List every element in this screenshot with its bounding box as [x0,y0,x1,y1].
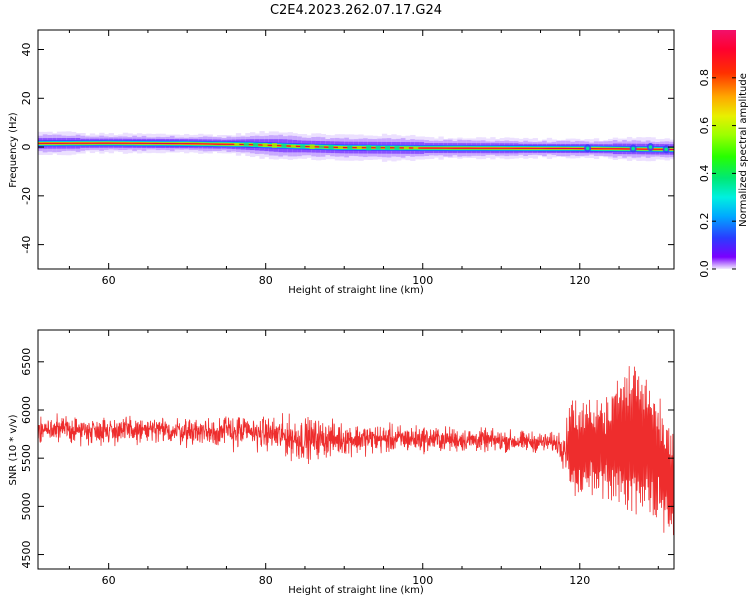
figure-title: C2E4.2023.262.07.17.G24 [270,3,442,18]
spectrogram-frame [37,29,675,270]
x-tick-label: 60 [102,574,116,587]
heatmap-speckle [664,147,668,152]
snr-series [38,366,674,536]
heatmap-blob [394,145,400,150]
y-tick-label: 5500 [20,444,33,472]
heatmap-blob [234,143,240,146]
colorbar-tick-label: 0.8 [698,69,711,87]
spectrogram-panel: 60 80 100 120 40 20 0 -20 -40 Height of straight… [8,29,679,296]
x-tick-label: 120 [569,274,590,287]
heatmap-blob [385,146,391,150]
snr-frame [37,329,675,570]
colorbar-ticks: 0.0 0.2 0.4 0.6 0.8 [698,69,736,278]
colorbar-tick-label: 0.2 [698,212,711,230]
colorbar-tick-label: 0.6 [698,117,711,135]
spectrogram-xlabel: Height of straight line (km) [288,285,424,296]
heatmap-blob [300,144,306,149]
x-tick-label: 80 [259,274,273,287]
snr-ylabel: SNR (10 * v/v) [8,414,19,485]
heatmap-band [674,144,679,155]
x-tick-label: 100 [412,574,433,587]
heatmap-speckle [648,145,653,149]
y-tick-label: 40 [20,43,33,57]
heatmap-blob [243,143,249,146]
heatmap-blob [253,143,259,147]
heatmap-blob [319,146,325,148]
heatmap-core [38,142,674,150]
heatmap-blob [356,146,362,150]
y-tick-label: -20 [20,187,33,205]
y-tick-label: 6000 [20,396,33,424]
heatmap-speckle [585,146,590,151]
y-tick-label: 5000 [20,492,33,520]
heatmap-blob [271,143,277,148]
heatmap-blob [347,145,353,150]
snr-line [38,366,674,536]
heatmap-halo [674,141,679,159]
heatmap-blob [337,146,343,149]
spectrogram-heatmap [38,30,679,269]
heatmap-blob [290,144,296,148]
snr-panel: 60 80 100 120 6500 6000 5500 5000 4500 Height of… [8,329,675,596]
spectrogram-ylabel: Frequency (Hz) [8,112,19,188]
snr-xlabel: Height of straight line (km) [288,585,424,596]
y-tick-label: 6500 [20,348,33,376]
y-tick-label: 4500 [20,541,33,569]
heatmap-blob [366,145,372,151]
heatmap-blob [328,144,334,150]
y-tick-label: 0 [20,144,33,151]
heatmap-blob [375,146,381,150]
x-tick-label: 100 [412,274,433,287]
colorbar-tick-label: 0.0 [698,260,711,278]
colorbar-label: Normalized spectral amplitude [738,73,749,227]
heatmap-blob [403,146,409,150]
heatmap-speckle [631,146,635,151]
colorbar: 0.0 0.2 0.4 0.6 0.8 Normalized spectral ampl… [698,30,749,278]
heatmap-blob [281,143,287,148]
colorbar-tick-label: 0.4 [698,165,711,183]
x-tick-label: 60 [102,274,116,287]
snr-axes: 60 80 100 120 6500 6000 5500 5000 4500 [20,330,674,587]
y-tick-label: -40 [20,236,33,254]
heatmap-blob [413,147,419,149]
spectrogram-axes: 60 80 100 120 40 20 0 -20 -40 [20,30,674,287]
colorbar-gradient [712,30,736,269]
y-tick-label: 20 [20,91,33,105]
x-tick-label: 80 [259,574,273,587]
heatmap-halo [674,138,679,161]
heatmap-blob [309,144,315,149]
heatmap-blob [262,143,268,147]
x-tick-label: 120 [569,574,590,587]
